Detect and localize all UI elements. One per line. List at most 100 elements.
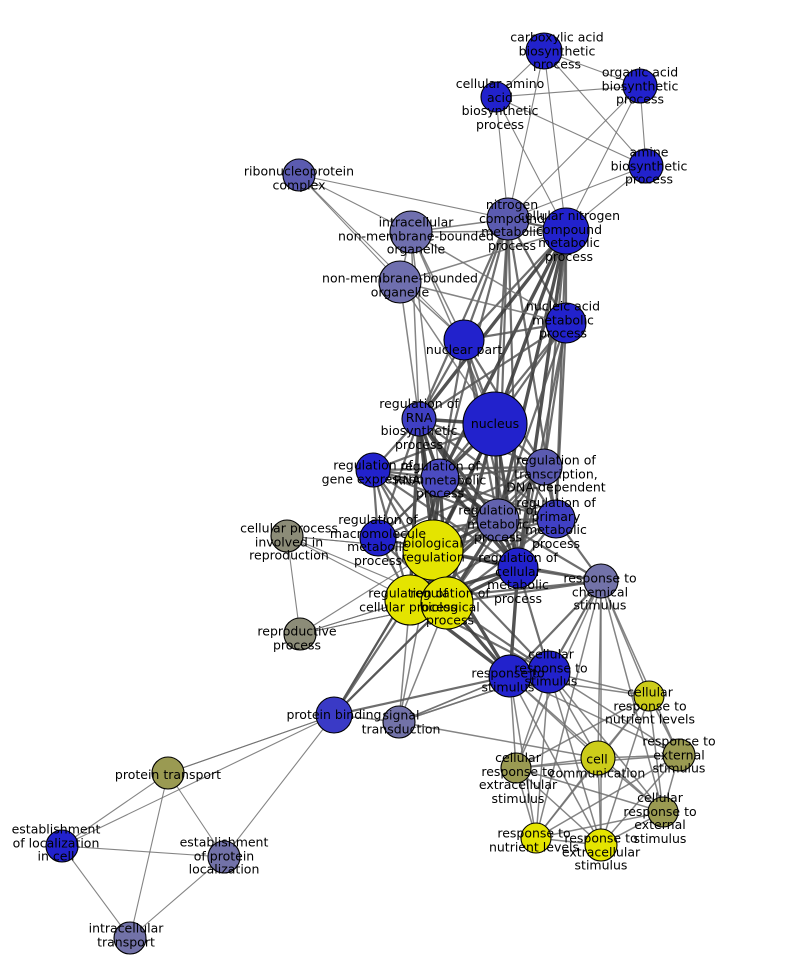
network-edge [129,772,169,939]
network-edge [332,674,512,717]
network-node[interactable]: signal transduction [382,705,416,739]
network-node[interactable]: reproductive process [283,617,317,651]
network-node[interactable]: response to nutrient levels [520,822,552,854]
edge-layer [61,50,680,939]
network-edge [548,671,602,846]
network-edge [167,772,225,858]
network-edge [398,721,599,759]
network-node[interactable]: establishment of localization in cell [45,829,79,863]
network-edge [496,217,510,522]
node-layer: carboxylic acid biosynthetic process orga… [45,32,696,955]
network-edge [565,85,641,232]
network-node[interactable]: intracellular non-membrane-bounded organ… [389,210,433,254]
network-edge [509,675,664,813]
network-edge [129,856,225,939]
network-edge [535,754,680,839]
network-node[interactable]: nitrogen compound metabolic process [486,197,530,241]
network-node[interactable]: response to stimulus [488,654,532,698]
network-edge [548,671,680,756]
network-node[interactable]: cell communication [580,740,616,776]
network-node[interactable]: protein transport [151,756,185,790]
network-edge [223,714,335,858]
network-node[interactable]: regulation of RNA metabolic process [420,458,460,498]
network-edge [61,845,225,858]
network-edge [507,85,641,220]
network-edge [600,580,664,813]
network-node[interactable]: intracellular transport [113,921,147,955]
network-node[interactable]: response to chemical stimulus [583,563,619,599]
network-node[interactable]: cellular response to stimulus [527,650,571,694]
network-node[interactable]: regulation of transcription, DNA-depende… [525,448,563,486]
network-edge [507,165,647,220]
network-node[interactable]: regulation of gene expression [355,452,391,488]
network-node[interactable]: regulation of primary metabolic process [536,499,576,539]
network-node[interactable]: cellular response to external stimulus [647,796,679,828]
network-edge [298,174,401,283]
network-node[interactable]: response to external stimulus [662,738,696,772]
network-edge [543,50,647,167]
network-node[interactable]: cellular process involved in reproductio… [270,519,304,553]
network-edge [496,229,568,522]
network-node[interactable]: carboxylic acid biosynthetic process [525,32,563,70]
network-edge [495,96,647,167]
network-edge [495,96,567,232]
network-edge [548,671,664,813]
network-node[interactable]: nucleic acid metabolic process [545,302,587,344]
network-edge [509,675,602,846]
network-edge [496,321,568,522]
network-edge [298,174,465,341]
network-edge [515,767,664,813]
network-edge [542,229,568,469]
network-node[interactable]: protein binding [315,696,353,734]
network-node[interactable]: regulation of macromolecule metabolic pr… [359,519,397,557]
network-node[interactable]: ribonucleoprotein complex [282,158,316,192]
network-node[interactable]: cellular response to extracellular stimu… [500,752,532,784]
network-edge [371,468,520,570]
network-edge [376,417,421,540]
network-edge [417,217,510,421]
network-edge [417,229,568,421]
network-node[interactable]: cellular nitrogen compound metabolic pro… [542,207,590,255]
network-edge [61,714,335,847]
network-edge [535,811,664,839]
network-edge [543,50,567,232]
network-node[interactable]: cellular amino acid biosynthetic process [480,81,512,113]
network-edge [410,230,567,233]
network-edge [61,845,131,939]
network-edge [417,417,520,570]
network-node[interactable]: nucleus [462,391,528,457]
network-edge [493,229,568,426]
network-edge [648,695,664,813]
network-node[interactable]: nuclear part [443,319,485,361]
network-edge [462,229,568,342]
network-edge [535,671,550,839]
network-node[interactable]: regulation of metabolic process [476,498,520,542]
network-edge [399,281,567,324]
network-edge [410,231,567,324]
network-edge [600,754,680,846]
network-node[interactable]: response to extracellular stimulus [584,828,618,862]
network-node[interactable]: cellular response to nutrient levels [633,680,665,712]
network-node[interactable]: regulation of biological process [420,576,474,630]
network-edge [495,85,641,98]
network-node[interactable]: establishment of protein localization [207,840,241,874]
network-edge [515,767,602,846]
network-edge [371,465,546,472]
network-node[interactable]: amine biosynthetic process [628,148,664,184]
network-node[interactable]: biological regulation [402,519,464,581]
network-edge [167,714,335,774]
network-node[interactable]: non-membrane-bounded organelle [378,260,422,304]
network-edge [399,230,567,283]
network-node[interactable]: regulation of cellular metabolic process [497,547,539,589]
network-edge [515,695,650,769]
network-edge [399,281,420,420]
network-edge [600,695,650,846]
network-node[interactable]: regulation of RNA biosynthetic process [401,401,437,437]
network-edge [507,50,545,220]
network-node[interactable]: organic acid biosynthetic process [622,68,658,104]
network-edge [600,580,680,756]
network-edge [508,579,603,678]
network-edge [554,321,568,521]
